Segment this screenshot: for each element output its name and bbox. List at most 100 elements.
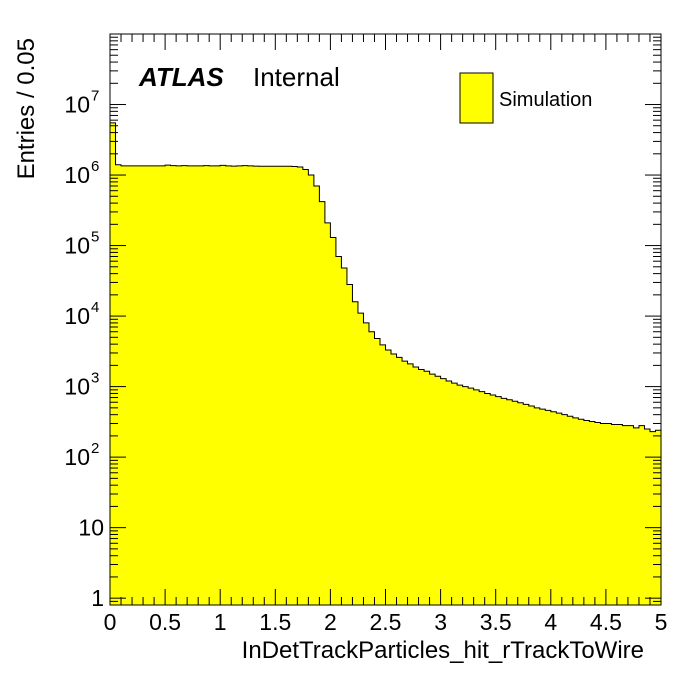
histogram-bin [143, 165, 150, 605]
histogram-bin [578, 419, 585, 605]
histogram-bin [137, 165, 144, 605]
histogram-bin [148, 165, 155, 605]
histogram-bin [567, 416, 574, 605]
y-tick-label-exponent: 4 [91, 299, 99, 316]
y-axis-label: Entries / 0.05 [13, 38, 40, 179]
histogram-bin [297, 167, 304, 605]
histogram-bin [506, 399, 513, 605]
histogram-bin [198, 165, 205, 605]
histogram-bin [407, 363, 414, 605]
histogram-bin [600, 423, 607, 605]
histogram-bin [242, 165, 249, 605]
y-tick-label: 10 [64, 374, 90, 400]
x-axis-tick-labels: 0 0.5 1 1.5 2 2.5 3 3.5 4 4.5 5 [104, 609, 668, 635]
histogram-bin [539, 409, 546, 605]
histogram-bin [253, 166, 260, 605]
legend: Simulation [459, 72, 592, 124]
histogram-bin [396, 357, 403, 605]
histogram-bin [418, 369, 425, 605]
histogram-bin [545, 410, 552, 605]
histogram-bin [379, 344, 387, 605]
x-tick-label: 4.5 [590, 609, 622, 635]
histogram-bin [479, 391, 486, 605]
histogram-bin [363, 322, 370, 605]
y-tick-label: 10 [64, 444, 90, 470]
histogram-bin [490, 395, 497, 605]
histogram-bars [110, 122, 662, 606]
histogram-bin [258, 166, 265, 605]
histogram-bin [534, 407, 541, 605]
legend-swatch-simulation [459, 72, 494, 124]
x-tick-label: 0 [104, 609, 117, 635]
histogram-bin [126, 165, 133, 605]
histogram-bin [302, 169, 309, 606]
x-tick-label: 3 [434, 609, 447, 635]
histogram-bin [572, 417, 579, 605]
histogram-bin [627, 425, 635, 605]
histogram-bin [385, 350, 392, 605]
histogram-bin [523, 404, 530, 605]
histogram-bin [528, 406, 535, 605]
y-tick-label-exponent: 6 [91, 158, 99, 175]
histogram-bin [291, 166, 298, 605]
x-tick-label: 1 [214, 609, 227, 635]
histogram-bin [269, 166, 276, 605]
y-tick-label-exponent: 3 [91, 370, 99, 387]
x-tick-label: 5 [655, 609, 668, 635]
histogram-bin [352, 301, 359, 605]
histogram-bin [313, 185, 320, 605]
histogram-bin [368, 331, 376, 605]
histogram-bin [308, 175, 315, 606]
y-tick-label: 10 [78, 515, 104, 541]
histogram-bin [435, 376, 442, 605]
histogram-bin [346, 284, 354, 605]
histogram-bin [501, 398, 508, 605]
x-axis-ticks [109, 34, 662, 605]
histogram-bin [605, 423, 613, 605]
histogram-bin [413, 366, 420, 605]
histogram-bin [594, 422, 601, 605]
histogram-bin [391, 353, 398, 605]
histogram-outline [109, 122, 662, 605]
histogram-bin [324, 222, 331, 605]
histogram-bin [170, 165, 177, 605]
histogram-bin [286, 166, 293, 605]
x-tick-label: 2 [324, 609, 337, 635]
y-tick-label: 1 [91, 585, 104, 611]
histogram-bin [121, 165, 128, 605]
histogram-bin [440, 378, 447, 605]
histogram-bin [611, 424, 618, 605]
histogram-bin [633, 427, 640, 605]
atlas-brand-label: ATLAS [138, 62, 224, 92]
internal-label: Internal [253, 62, 340, 92]
histogram-bin [187, 165, 194, 605]
x-tick-label: 2.5 [370, 609, 402, 635]
y-axis-ticks [110, 33, 661, 606]
histogram-bin [165, 165, 172, 606]
histogram-bin [264, 166, 271, 605]
histogram-bin [616, 424, 624, 605]
histogram-bin [280, 166, 287, 605]
histogram-bin [638, 425, 646, 605]
histogram-bin [655, 430, 662, 605]
x-tick-label: 1.5 [259, 609, 291, 635]
histogram-bin [181, 165, 188, 605]
histogram-bin [319, 201, 326, 605]
histogram-bin [468, 388, 475, 605]
histogram-bin [457, 385, 464, 605]
histogram-bin [192, 165, 199, 605]
x-tick-label: 4 [544, 609, 557, 635]
histogram-bin [159, 165, 166, 605]
histogram-bin [275, 166, 282, 605]
histogram-bin [512, 401, 519, 605]
histogram-bin [110, 122, 117, 606]
x-tick-label: 0.5 [149, 609, 181, 635]
x-tick-label: 3.5 [480, 609, 512, 635]
histogram-bin [622, 425, 629, 605]
histogram-bin [225, 165, 232, 605]
histogram-bin [550, 411, 557, 605]
histogram-bin [115, 164, 122, 606]
y-tick-label-exponent: 5 [91, 229, 99, 246]
histogram-bin [649, 431, 657, 605]
